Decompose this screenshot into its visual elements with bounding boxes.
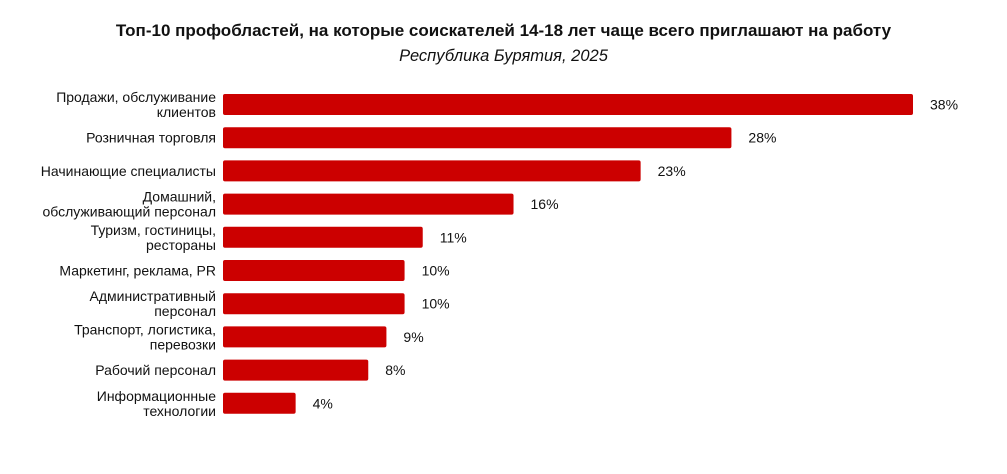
- category-label-6: Маркетинг, реклама, PR: [59, 263, 216, 279]
- chart-title: Топ-10 профобластей, на которые соискате…: [115, 21, 892, 40]
- category-label-3: Начинающие специалисты: [41, 163, 216, 179]
- value-label-6: 10%: [422, 263, 450, 279]
- value-label-4: 16%: [531, 196, 559, 212]
- chart-subtitle: Республика Бурятия, 2025: [399, 47, 608, 65]
- bar-5: [223, 226, 423, 248]
- value-label-3: 23%: [658, 163, 686, 179]
- bar-3: [223, 160, 641, 182]
- category-label-10: Информационные технологии: [97, 388, 216, 419]
- value-label-9: 8%: [385, 362, 405, 378]
- category-label-7: Административный персонал: [90, 288, 216, 319]
- category-label-1: Продажи, обслуживание клиентов: [56, 89, 216, 120]
- value-label-5: 11%: [440, 229, 467, 245]
- category-label-9: Рабочий персонал: [95, 362, 216, 378]
- bar-10: [223, 392, 296, 414]
- value-label-7: 10%: [422, 296, 450, 312]
- category-label-4: Домашний, обслуживающий персонал: [42, 189, 216, 220]
- bar-4: [223, 193, 514, 215]
- bar-8: [223, 326, 387, 348]
- value-label-10: 4%: [313, 395, 333, 411]
- category-label-8: Транспорт, логистика, перевозки: [74, 321, 216, 352]
- bar-6: [223, 260, 405, 281]
- value-label-8: 9%: [403, 329, 423, 345]
- bar-1: [223, 94, 913, 115]
- bar-7: [223, 293, 405, 315]
- value-label-1: 38%: [930, 97, 958, 113]
- category-label-5: Туризм, гостиницы, рестораны: [91, 222, 216, 253]
- bar-2: [223, 127, 732, 149]
- value-label-2: 28%: [748, 130, 776, 146]
- bar-9: [223, 359, 369, 381]
- category-label-2: Розничная торговля: [86, 130, 216, 146]
